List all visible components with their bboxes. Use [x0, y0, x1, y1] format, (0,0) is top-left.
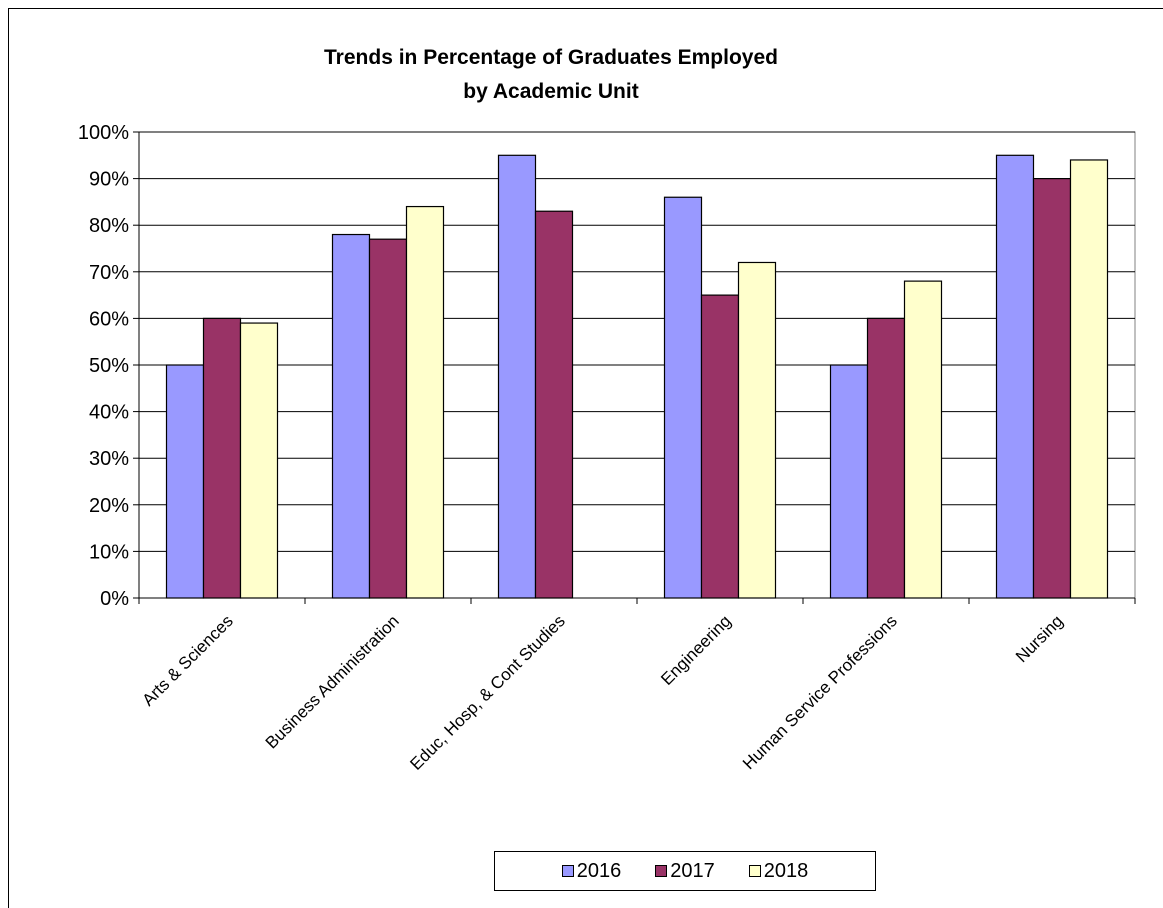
- bar-2018: [1069, 159, 1109, 599]
- legend-swatch: [655, 865, 668, 877]
- bars: [165, 154, 1109, 599]
- bar-2017: [700, 294, 740, 599]
- legend-item-2016: 2016: [561, 859, 622, 883]
- legend-item-2017: 2017: [655, 860, 715, 883]
- legend-label: 2016: [576, 859, 622, 882]
- y-tick-label: 90%: [89, 169, 129, 191]
- x-category-label: Business Administration: [262, 611, 403, 752]
- bar-2016: [497, 154, 537, 599]
- gridlines: [138, 131, 1136, 599]
- y-tick-label: 40%: [89, 402, 129, 424]
- x-category-label: Human Service Professions: [739, 611, 901, 773]
- bar-2016: [663, 196, 703, 599]
- y-tick-label: 60%: [89, 308, 129, 330]
- legend-label: 2017: [670, 859, 715, 882]
- bar-2018: [239, 322, 279, 599]
- x-category-label: Nursing: [1012, 611, 1067, 666]
- y-tick-label: 10%: [89, 541, 129, 563]
- bar-2018: [737, 261, 777, 599]
- x-category-label: Arts & Sciences: [139, 611, 237, 709]
- x-category-label: Engineering: [657, 611, 735, 689]
- legend-swatch: [561, 865, 574, 877]
- bar-2018: [405, 205, 445, 599]
- y-tick-label: 50%: [89, 355, 129, 377]
- bar-2018: [903, 280, 943, 599]
- chart-title: Trends in Percentage of Graduates Employ…: [324, 46, 778, 69]
- y-tick-label: 80%: [89, 215, 129, 237]
- bar-2017: [866, 317, 906, 599]
- bar-2017: [534, 210, 574, 599]
- category-labels: Arts & Sciences Business Administration Ed…: [139, 611, 1067, 773]
- y-tick-label: 100%: [78, 122, 129, 144]
- y-tick-labels: 0% 10% 20% 30% 40% 50% 60% 70% 80% 90% 100%: [78, 122, 129, 610]
- bar-2016: [165, 364, 205, 599]
- legend: 2016 2017 2018: [494, 851, 876, 891]
- legend-swatch: [748, 865, 761, 877]
- y-tick-label: 0%: [100, 588, 129, 610]
- y-tick-label: 70%: [89, 262, 129, 284]
- chart-subtitle: by Academic Unit: [463, 80, 638, 103]
- legend-item-2018: 2018: [748, 859, 809, 883]
- x-category-label: Educ, Hosp, & Cont Studies: [406, 611, 568, 773]
- y-tick-label: 30%: [89, 448, 129, 470]
- bar-2016: [331, 233, 371, 599]
- legend-label: 2018: [763, 859, 809, 882]
- chart-frame: [8, 8, 1163, 908]
- bar-2016: [829, 364, 869, 599]
- axes: [133, 131, 1136, 604]
- bar-2016: [995, 154, 1035, 599]
- bar-2017: [368, 238, 408, 599]
- y-tick-label: 20%: [89, 495, 129, 517]
- bar-2017: [202, 317, 242, 599]
- bar-2017: [1032, 178, 1072, 599]
